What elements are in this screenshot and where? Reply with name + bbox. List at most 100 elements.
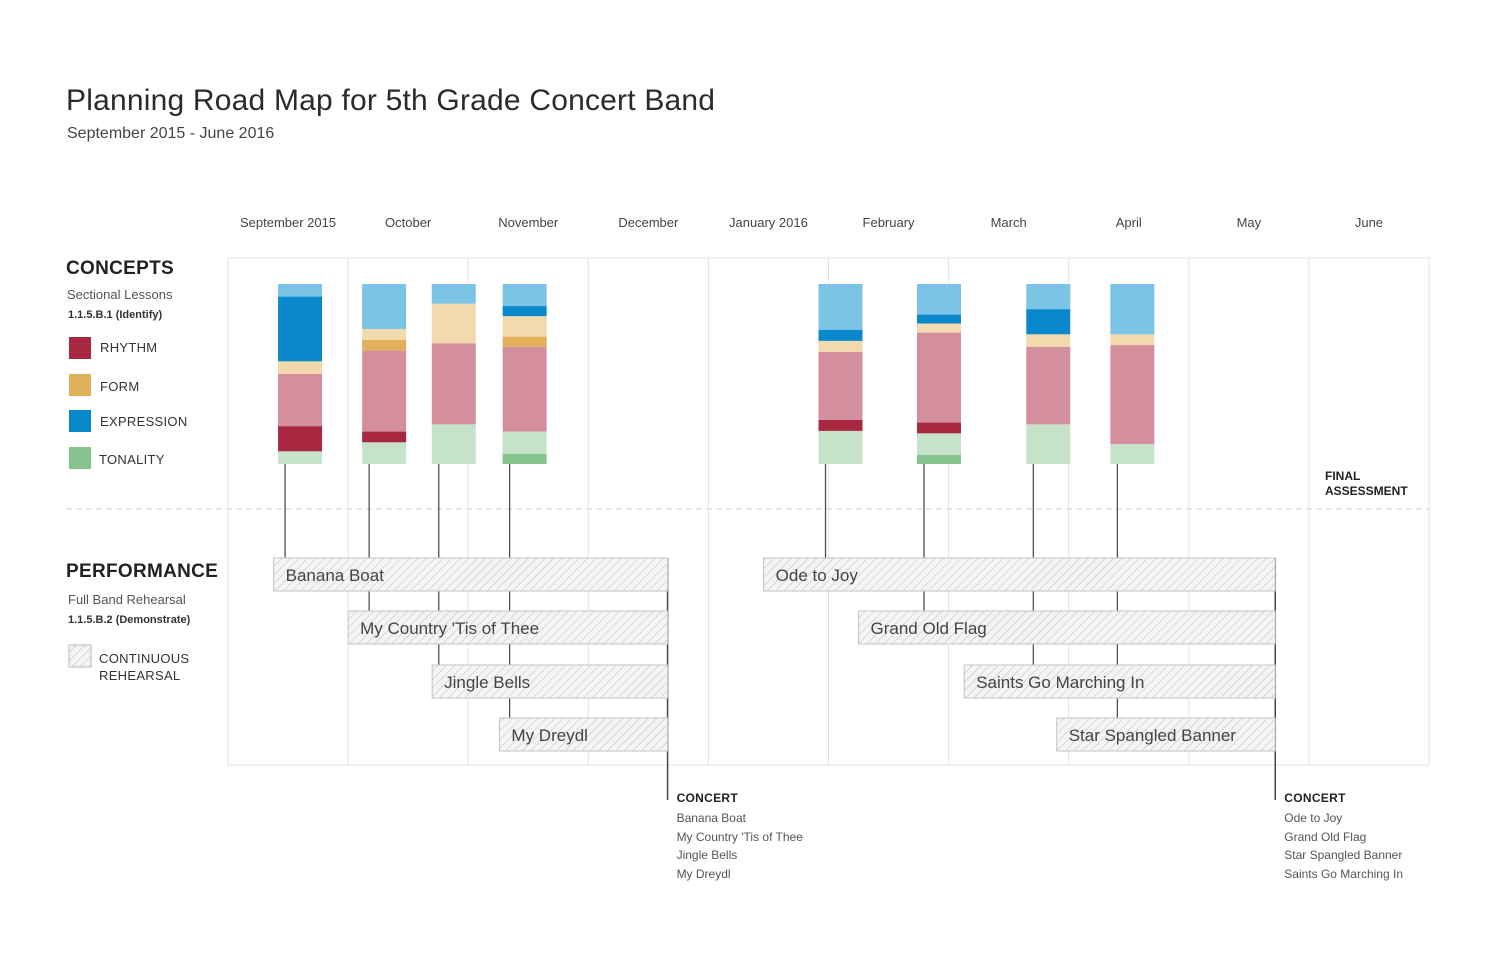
legend-swatch-tonality	[69, 447, 91, 469]
concept-segment-form-dark	[502, 336, 547, 347]
concert-song: My Dreydl	[676, 866, 731, 881]
concept-segment-expression-light	[431, 284, 476, 304]
concept-segment-expression-light	[1026, 284, 1071, 310]
legend-label-rhythm: RHYTHM	[100, 340, 158, 355]
rehearsal-bar-label: Star Spangled Banner	[1069, 726, 1237, 745]
concept-segment-expression-dark	[818, 329, 863, 341]
rehearsal-bar: Jingle Bells	[431, 664, 669, 699]
concept-segment-expression-dark	[278, 296, 323, 362]
concepts-subtitle: Sectional Lessons	[67, 287, 173, 302]
rehearsal-bar-fill	[858, 610, 1276, 645]
legend-swatch-expression	[69, 410, 91, 432]
month-label: February	[863, 215, 916, 230]
page-subtitle: September 2015 - June 2016	[67, 125, 275, 142]
concert-song: Jingle Bells	[676, 848, 738, 862]
concert-song: Grand Old Flag	[1284, 829, 1367, 844]
concept-segment-form-light	[431, 303, 476, 344]
concept-segment-tonality-light	[818, 430, 863, 464]
rehearsal-bar-label: Saints Go Marching In	[976, 673, 1144, 692]
concept-segment-expression-dark	[1026, 309, 1071, 335]
concept-bar	[916, 284, 961, 464]
concept-segment-expression-dark	[916, 314, 961, 324]
concept-segment-rhythm-light	[818, 351, 863, 420]
rehearsal-bar-fill	[273, 557, 669, 592]
concept-segment-expression-light	[278, 284, 323, 297]
concept-segment-rhythm-dark	[362, 431, 407, 443]
legend-label-tonality: TONALITY	[99, 452, 165, 467]
performance-subtitle: Full Band Rehearsal	[68, 592, 186, 607]
concert-song: Ode to Joy	[1284, 811, 1343, 825]
concept-segment-tonality-light	[362, 442, 407, 464]
concept-segment-rhythm-dark	[818, 419, 863, 431]
concept-bar	[278, 284, 323, 464]
concert-title: CONCERT	[1284, 791, 1346, 805]
concept-segment-form-light	[916, 323, 961, 333]
legend-swatch-rhythm	[69, 337, 91, 359]
rehearsal-bar-fill	[763, 557, 1276, 592]
concept-segment-expression-light	[362, 284, 407, 329]
concept-segment-form-light	[502, 316, 547, 337]
concept-bar	[1026, 284, 1071, 464]
rehearsal-bar: Grand Old Flag	[858, 610, 1276, 645]
month-label: October	[385, 215, 432, 230]
concepts-code: 1.1.5.B.1 (Identify)	[68, 309, 163, 321]
concept-bar	[502, 284, 547, 464]
concept-segment-expression-dark	[502, 306, 547, 317]
concept-segment-expression-light	[818, 284, 863, 330]
concept-segment-rhythm-light	[916, 332, 961, 423]
rehearsal-bar-label: My Dreydl	[511, 726, 588, 745]
month-label: March	[991, 215, 1027, 230]
concept-bar	[362, 284, 407, 464]
rehearsal-bar-fill	[1056, 717, 1276, 752]
legend-label-expression: EXPRESSION	[100, 414, 188, 429]
month-label: April	[1116, 215, 1142, 230]
month-label: December	[618, 215, 679, 230]
rehearsal-bar: Ode to Joy	[763, 557, 1276, 592]
concept-segment-tonality-light	[1026, 424, 1071, 464]
concepts-title: CONCEPTS	[66, 258, 174, 279]
concept-bar	[431, 284, 476, 464]
concept-segment-expression-light	[916, 284, 961, 315]
rehearsal-bar-label: My Country 'Tis of Thee	[360, 619, 539, 638]
concert-song: Banana Boat	[676, 811, 746, 825]
performance-code: 1.1.5.B.2 (Demonstrate)	[68, 614, 191, 626]
concept-segment-form-light	[1110, 334, 1155, 346]
concert-song: Star Spangled Banner	[1284, 848, 1403, 862]
concept-segment-rhythm-dark	[916, 422, 961, 434]
legend-label-continuous-rehearsal: CONTINUOUS REHEARSAL	[99, 651, 190, 683]
rehearsal-bar-label: Banana Boat	[286, 566, 385, 585]
concept-segment-form-light	[1026, 334, 1071, 347]
month-label: May	[1237, 215, 1262, 230]
page-title: Planning Road Map for 5th Grade Concert …	[66, 84, 716, 117]
concept-segment-rhythm-dark	[278, 426, 323, 452]
rehearsal-bar: Star Spangled Banner	[1056, 717, 1276, 752]
concept-segment-form-light	[362, 329, 407, 340]
concept-segment-tonality-light	[431, 424, 476, 464]
rehearsal-bar: My Dreydl	[498, 717, 669, 752]
concert-song: My Country 'Tis of Thee	[676, 829, 803, 844]
concept-segment-rhythm-light	[1026, 347, 1071, 425]
concert-title: CONCERT	[676, 791, 738, 805]
rehearsal-bar-fill	[963, 664, 1276, 699]
concept-segment-expression-light	[1110, 284, 1155, 335]
concept-segment-tonality-dark	[916, 455, 961, 464]
rehearsal-bar: Saints Go Marching In	[963, 664, 1276, 699]
concept-segment-expression-light	[502, 284, 547, 307]
concept-segment-form-dark	[362, 339, 407, 351]
rehearsal-bar-fill	[498, 717, 669, 752]
concept-segment-rhythm-light	[502, 346, 547, 432]
concept-segment-tonality-light	[916, 433, 961, 455]
legend-swatch-continuous-rehearsal	[68, 644, 92, 668]
final-assessment-label: FINAL ASSESSMENT	[1325, 469, 1408, 498]
concept-bar	[818, 284, 863, 464]
month-label: September 2015	[240, 215, 336, 230]
concept-segment-rhythm-light	[362, 350, 407, 432]
rehearsal-bar-label: Grand Old Flag	[871, 619, 987, 638]
rehearsal-bar: My Country 'Tis of Thee	[347, 610, 669, 645]
concept-segment-rhythm-light	[1110, 345, 1155, 445]
concept-segment-form-light	[278, 361, 323, 374]
concept-segment-form-light	[818, 340, 863, 352]
concept-bar	[1110, 284, 1155, 464]
concept-segment-rhythm-light	[431, 343, 476, 425]
